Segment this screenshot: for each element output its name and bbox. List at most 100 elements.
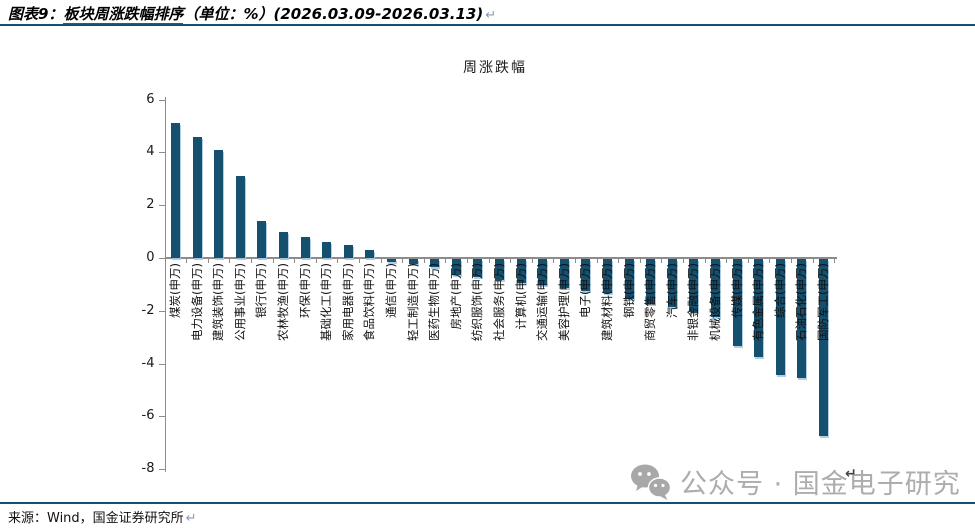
bar [473, 259, 483, 278]
x-category-label: 有色金属(申万) [751, 263, 766, 341]
y-tick-label: 6 [146, 91, 155, 107]
x-axis-tick [531, 259, 533, 263]
x-axis-tick [812, 259, 814, 263]
y-tick-label: -8 [141, 461, 155, 477]
x-axis-tick [596, 259, 598, 263]
y-axis-tick [158, 363, 165, 365]
bar [581, 259, 591, 291]
x-axis-tick [618, 259, 620, 263]
watermark: 公众号 · 国金电子研究 [630, 462, 961, 501]
y-axis-tick [158, 99, 165, 101]
top-rule [0, 24, 975, 26]
bar [430, 259, 440, 267]
y-axis-tick [158, 152, 165, 154]
bar [754, 259, 764, 357]
x-axis-tick [294, 259, 296, 263]
bar [408, 259, 418, 265]
x-axis-tick [380, 259, 382, 263]
bar [387, 259, 396, 262]
x-category-label: 商贸零售(申万) [643, 263, 658, 341]
x-category-label: 汽车(申万) [664, 263, 679, 318]
x-axis-tick [250, 259, 252, 263]
x-category-label: 美容护理(申万) [556, 263, 571, 341]
x-category-label: 非银金融(申万) [686, 263, 701, 341]
x-category-label: 通信(申万) [384, 263, 398, 318]
bar [171, 123, 180, 258]
bar [775, 259, 785, 376]
y-axis-tick [158, 469, 165, 471]
bar [624, 259, 634, 299]
x-category-label: 综合(申万) [772, 263, 787, 318]
x-category-label: 煤炭(申万) [168, 263, 182, 318]
x-category-label: 轻工制造(申万) [405, 263, 420, 341]
x-category-label: 公用事业(申万) [232, 263, 247, 341]
x-axis-tick [315, 259, 317, 263]
x-category-label: 基础化工(申万) [319, 263, 334, 341]
x-axis-tick [747, 259, 749, 263]
x-category-label: 食品饮料(申万) [362, 263, 377, 341]
x-axis-tick [574, 259, 576, 263]
bar [495, 259, 504, 281]
x-category-label: 机械设备(申万) [708, 263, 722, 341]
y-tick-label: 0 [146, 250, 155, 265]
watermark-text: 公众号 · 国金电子研究 [680, 469, 961, 500]
bar [711, 259, 720, 318]
x-axis-tick [272, 259, 274, 263]
figure-caption: 图表9：板块周涨跌幅排序（单位：%）(2026.03.09-2026.03.13… [8, 3, 496, 25]
bar [646, 259, 656, 304]
bar [322, 242, 332, 258]
x-axis-tick [726, 259, 728, 263]
x-axis-tick [682, 259, 684, 263]
x-axis-tick [834, 259, 836, 263]
bar [538, 259, 548, 286]
bar [257, 221, 267, 258]
x-axis-tick [207, 259, 209, 263]
x-axis-tick [553, 259, 555, 263]
bar [667, 259, 677, 307]
x-axis [164, 257, 837, 259]
x-category-label: 社会服务(申万) [492, 263, 506, 341]
x-category-label: 建筑装饰(申万) [211, 263, 226, 341]
x-category-label: 传媒(申万) [729, 263, 744, 318]
x-axis-tick [466, 259, 468, 263]
x-category-label: 医药生物(申万) [427, 263, 442, 341]
x-category-label: 银行(申万) [254, 263, 269, 318]
x-category-label: 电力设备(申万) [189, 263, 204, 341]
x-axis-tick [790, 259, 792, 263]
bar [235, 176, 245, 258]
x-category-label: 建筑材料(申万) [600, 263, 614, 341]
bar [192, 136, 202, 258]
x-axis-tick [639, 259, 641, 263]
y-tick-label: -4 [141, 355, 155, 371]
bar [819, 259, 828, 436]
wechat-icon [631, 464, 672, 500]
caption-link-text[interactable]: 板块周涨跌幅排序 [63, 5, 184, 25]
y-tick-label: 2 [146, 197, 155, 213]
return-mark-icon: ↵ [185, 511, 197, 526]
bar [797, 259, 807, 378]
bar [300, 236, 310, 258]
x-axis-tick [186, 259, 188, 263]
y-axis-tick [158, 205, 165, 207]
y-tick-label: -6 [141, 408, 155, 424]
x-category-label: 石油石化(申万) [794, 263, 809, 341]
source-note: 来源：Wind，国金证券研究所 ↵ [8, 507, 197, 526]
x-axis-tick [402, 259, 404, 263]
x-axis-tick [164, 259, 166, 263]
x-axis-tick [704, 259, 706, 263]
x-category-label: 交通运输(申万) [535, 263, 550, 341]
chart-title: 周涨跌幅 [463, 60, 527, 76]
x-axis-tick [337, 259, 339, 263]
bar-chart: 周涨跌幅 6 4 2 0 -2 -4 -6 -8 煤炭(申万) 电力设备(申万) 建筑装饰(申万) 公… [0, 30, 975, 500]
x-category-label: 房地产(申万) [448, 263, 463, 330]
bar [559, 259, 569, 289]
bar [214, 149, 224, 258]
source-text: 来源：Wind，国金证券研究所 [8, 511, 184, 526]
x-axis-tick [358, 259, 360, 263]
y-tick-label: 4 [146, 144, 155, 160]
x-category-label: 农林牧渔(申万) [276, 263, 290, 341]
x-axis-tick [661, 259, 663, 263]
bar [603, 259, 612, 294]
x-axis-tick [769, 259, 771, 263]
